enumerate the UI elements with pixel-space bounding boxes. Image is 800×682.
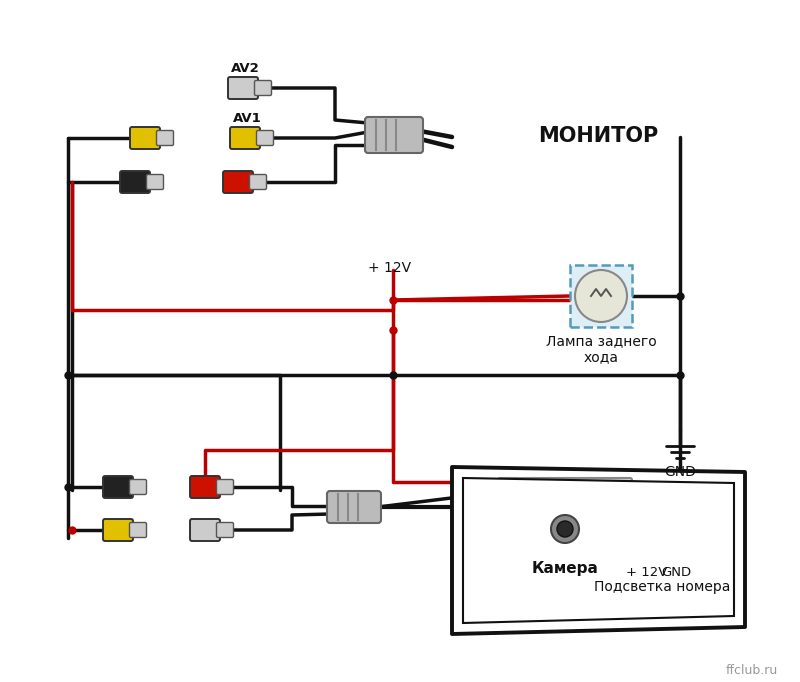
FancyBboxPatch shape [130,127,160,149]
Text: Подсветка номера: Подсветка номера [594,580,730,594]
FancyBboxPatch shape [327,491,381,523]
Circle shape [557,521,573,537]
FancyBboxPatch shape [532,505,598,546]
Text: Камера: Камера [531,561,598,576]
Circle shape [575,270,627,322]
FancyBboxPatch shape [217,479,234,494]
Circle shape [551,515,579,543]
Text: GND: GND [661,567,691,580]
FancyBboxPatch shape [257,130,274,145]
FancyBboxPatch shape [223,171,253,193]
Polygon shape [452,467,745,634]
FancyBboxPatch shape [157,130,174,145]
Text: Лампа заднего
хода: Лампа заднего хода [546,334,656,364]
Text: AV1: AV1 [233,111,262,125]
FancyBboxPatch shape [190,519,220,541]
FancyBboxPatch shape [190,476,220,498]
Text: ffclub.ru: ffclub.ru [726,664,778,677]
FancyBboxPatch shape [146,175,163,190]
FancyBboxPatch shape [130,522,146,537]
FancyBboxPatch shape [217,522,234,537]
FancyBboxPatch shape [230,127,260,149]
FancyBboxPatch shape [570,265,632,327]
FancyBboxPatch shape [365,117,423,153]
Polygon shape [463,478,734,623]
FancyBboxPatch shape [498,478,632,510]
FancyBboxPatch shape [130,479,146,494]
FancyBboxPatch shape [103,519,133,541]
Text: + 12V: + 12V [368,261,411,275]
Text: AV2: AV2 [230,63,259,76]
FancyBboxPatch shape [250,175,266,190]
FancyBboxPatch shape [120,171,150,193]
Text: МОНИТОР: МОНИТОР [538,126,658,147]
FancyBboxPatch shape [228,77,258,99]
FancyBboxPatch shape [103,476,133,498]
FancyBboxPatch shape [254,80,271,95]
Text: + 12V: + 12V [626,567,668,580]
Text: GND: GND [664,465,696,479]
